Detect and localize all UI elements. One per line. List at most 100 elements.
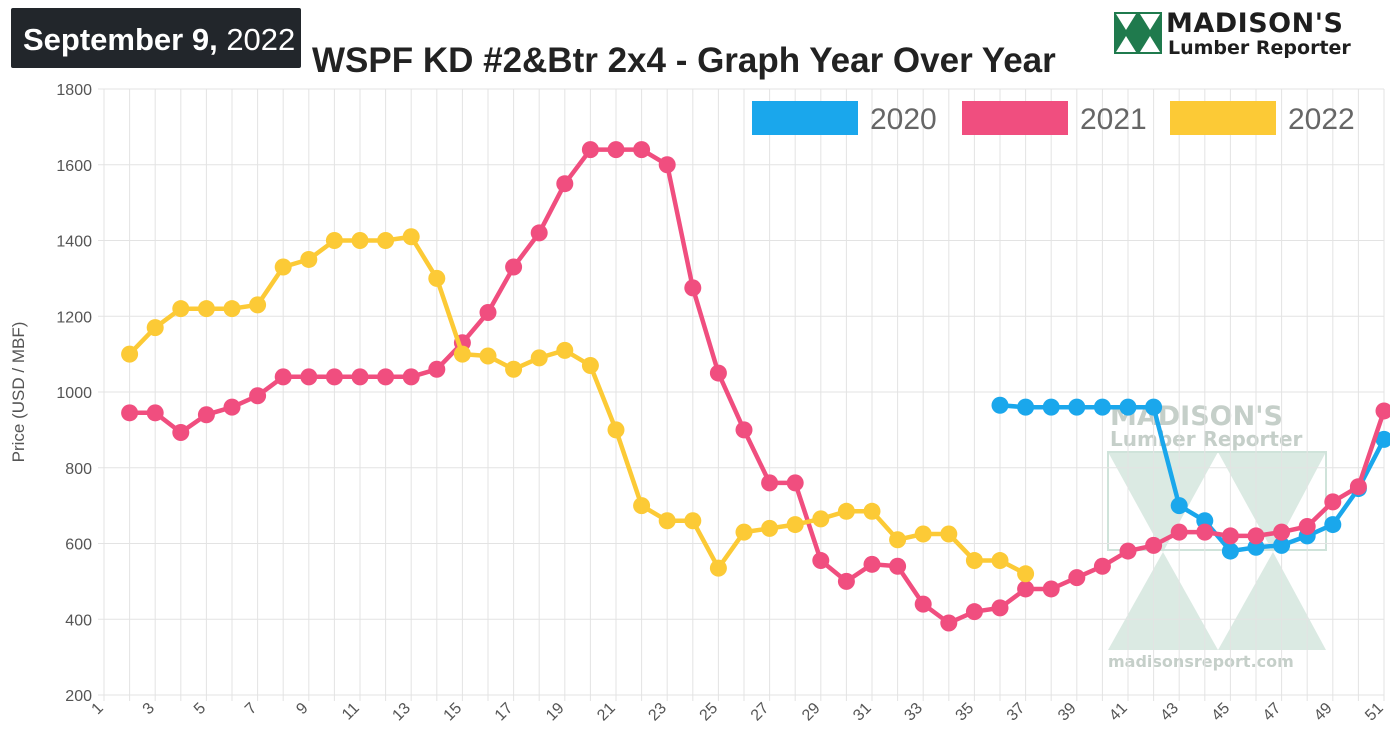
x-tick-label: 31	[850, 700, 875, 725]
logo-mark-icon	[1114, 12, 1162, 54]
legend-label-2020: 2020	[870, 103, 937, 136]
watermark: MADISON'S Lumber Reporter madisonsreport…	[1107, 401, 1327, 671]
data-point-2021	[633, 141, 651, 159]
data-point-2021	[1196, 523, 1214, 541]
data-point-2020	[1068, 398, 1086, 416]
data-point-2021	[377, 368, 395, 386]
data-point-2021	[121, 404, 139, 422]
x-tick-label: 35	[953, 700, 978, 725]
legend-swatch-2021	[962, 101, 1068, 135]
x-tick-label: 9	[293, 700, 311, 718]
data-point-2022	[965, 552, 983, 570]
x-tick-label: 15	[441, 700, 466, 725]
data-point-2021	[889, 557, 907, 575]
y-tick-label: 1400	[56, 234, 92, 251]
data-point-2021	[1017, 580, 1035, 598]
data-point-2020	[1042, 398, 1060, 416]
y-tick-label: 800	[65, 461, 92, 478]
data-point-2022	[223, 300, 241, 318]
data-point-2021	[325, 368, 343, 386]
data-point-2021	[197, 406, 215, 424]
watermark-triangle	[1218, 552, 1326, 650]
legend-swatch-2022	[1170, 101, 1276, 135]
madisons-logo: MADISON'S Lumber Reporter	[1114, 8, 1364, 59]
data-point-2021	[1247, 527, 1265, 545]
data-point-2021	[223, 398, 241, 416]
data-point-2022	[889, 531, 907, 549]
data-point-2021	[402, 368, 420, 386]
data-point-2021	[761, 474, 779, 492]
data-point-2020	[1273, 536, 1291, 554]
data-point-2021	[249, 387, 267, 405]
data-point-2022	[658, 512, 676, 530]
x-tick-label: 23	[645, 700, 670, 725]
data-point-2021	[530, 224, 548, 242]
data-point-2022	[172, 300, 190, 318]
data-point-2021	[1349, 478, 1367, 496]
data-point-2020	[1221, 542, 1239, 560]
data-point-2022	[863, 502, 881, 520]
date-bold: September 9,	[23, 22, 218, 57]
data-point-2022	[1017, 565, 1035, 583]
data-point-2022	[121, 345, 139, 363]
data-point-2022	[249, 296, 267, 314]
data-point-2020	[1017, 398, 1035, 416]
data-point-2021	[1145, 536, 1163, 554]
legend-label-2022: 2022	[1288, 103, 1355, 136]
data-point-2022	[735, 523, 753, 541]
y-tick-label: 1600	[56, 158, 92, 175]
data-point-2021	[991, 599, 1009, 617]
series-2021	[121, 141, 1390, 632]
data-point-2021	[1298, 517, 1316, 535]
data-point-2022	[633, 497, 651, 515]
data-point-2021	[786, 474, 804, 492]
data-point-2022	[530, 349, 548, 367]
watermark-url: madisonsreport.com	[1108, 652, 1294, 671]
date-text: September 9, 2022	[23, 22, 295, 58]
data-point-2021	[837, 572, 855, 590]
data-point-2022	[709, 559, 727, 577]
series-line-2022	[127, 234, 1028, 577]
data-point-2021	[146, 404, 164, 422]
legend-swatch-2020	[752, 101, 858, 135]
data-point-2022	[377, 232, 395, 249]
x-tick-label: 41	[1106, 700, 1131, 725]
data-point-2020	[1324, 516, 1342, 534]
data-point-2022	[837, 502, 855, 520]
data-point-2021	[1068, 569, 1086, 587]
data-point-2022	[428, 269, 446, 287]
data-point-2021	[556, 175, 574, 193]
x-tick-label: 21	[594, 700, 619, 725]
y-tick-label: 1200	[56, 309, 92, 326]
data-point-2022	[812, 510, 830, 528]
data-point-2022	[940, 525, 958, 543]
data-point-2021	[172, 424, 190, 442]
data-point-2022	[914, 525, 932, 543]
data-point-2020	[1119, 398, 1137, 416]
data-point-2021	[684, 279, 702, 297]
x-tick-label: 17	[492, 700, 517, 725]
data-point-2021	[1324, 493, 1342, 511]
x-tick-label: 11	[339, 700, 363, 724]
data-point-2022	[505, 360, 523, 378]
data-point-2021	[1375, 402, 1390, 420]
legend-label-2021: 2021	[1080, 103, 1147, 136]
data-point-2021	[351, 368, 369, 386]
data-point-2020	[991, 396, 1009, 414]
data-point-2021	[428, 360, 446, 378]
y-tick-label: 1000	[56, 385, 92, 402]
data-point-2022	[786, 516, 804, 534]
data-point-2021	[1042, 580, 1060, 598]
data-point-2022	[300, 250, 318, 268]
data-point-2021	[863, 555, 881, 573]
data-point-2021	[581, 141, 599, 159]
x-tick-label: 19	[543, 700, 568, 725]
data-point-2022	[453, 345, 471, 363]
series-2022	[121, 228, 1035, 583]
x-tick-label: 13	[389, 700, 414, 725]
data-point-2021	[607, 141, 625, 159]
data-point-2022	[479, 347, 497, 365]
data-point-2022	[684, 512, 702, 530]
data-point-2022	[607, 421, 625, 439]
